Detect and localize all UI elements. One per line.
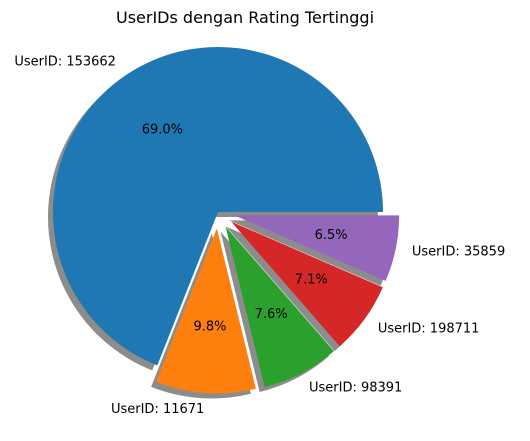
slice-percent-label-userid-35859: 6.5% xyxy=(315,228,348,243)
pie-slice-userid-11671 xyxy=(156,228,256,394)
chart-title: UserIDs dengan Rating Tertinggi xyxy=(116,8,374,27)
slice-category-label-userid-153662: UserID: 153662 xyxy=(14,54,116,69)
slice-category-label-userid-98391: UserID: 98391 xyxy=(309,380,402,395)
slice-percent-label-userid-198711: 7.1% xyxy=(295,273,328,288)
slice-percent-label-userid-98391: 7.6% xyxy=(255,307,288,322)
label-layer: 69.0% UserID: 153662 9.8% UserID: 11671 7.6%… xyxy=(14,54,505,417)
slice-percent-label-userid-11671: 9.8% xyxy=(194,320,227,335)
pie-slice-userid-153662 xyxy=(52,46,383,366)
pie-slice-userid-198711 xyxy=(231,221,383,347)
pie-slice-userid-98391 xyxy=(225,226,334,387)
slice-category-label-userid-35859: UserID: 35859 xyxy=(412,245,505,260)
pie-slice-userid-35859 xyxy=(234,215,400,281)
slice-category-label-userid-198711: UserID: 198711 xyxy=(378,321,480,336)
slice-layer xyxy=(52,46,400,394)
slice-category-label-userid-11671: UserID: 11671 xyxy=(111,402,204,417)
slice-percent-label-userid-153662: 69.0% xyxy=(142,123,183,138)
